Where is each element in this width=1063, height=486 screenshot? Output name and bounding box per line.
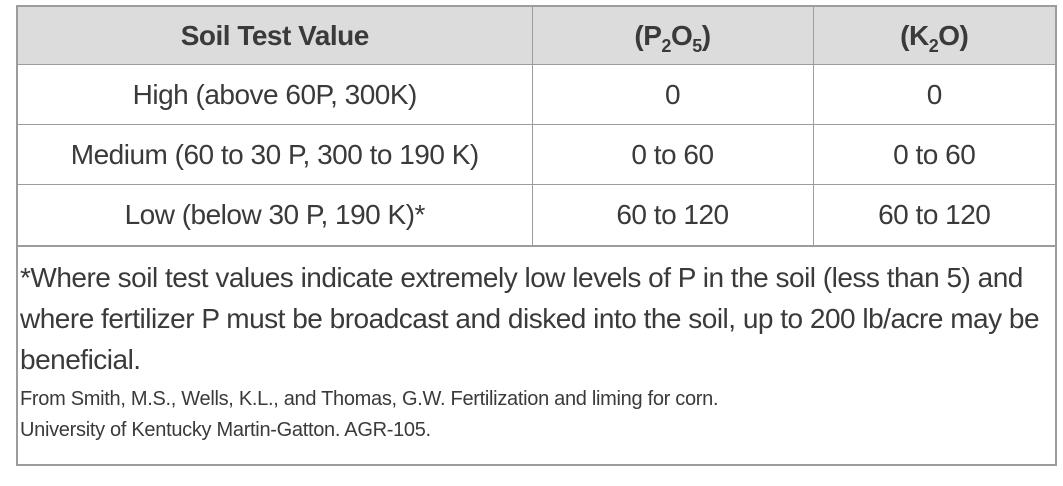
header-p2o5-mid: O <box>670 19 693 51</box>
header-k2o-sub1: 2 <box>928 35 939 56</box>
header-p2o5-close: ) <box>701 19 711 51</box>
row-label-high: High (above 60P, 300K) <box>18 64 533 125</box>
table-row: High (above 60P, 300K) 0 0 <box>18 64 1055 125</box>
cell-p2o5-high: 0 <box>531 64 814 125</box>
soil-test-table: Soil Test Value (P2O5) (K2O) High (above… <box>18 7 1055 246</box>
row-label-low: Low (below 30 P, 190 K)* <box>18 184 533 246</box>
header-p2o5: (P2O5) <box>531 7 814 65</box>
table-row: Medium (60 to 30 P, 300 to 190 K) 0 to 6… <box>18 124 1055 185</box>
header-k2o-mid: O) <box>938 19 969 51</box>
header-k2o: (K2O) <box>812 7 1055 65</box>
source-citation-line-2: University of Kentucky Martin-Gatton. AG… <box>20 419 431 441</box>
cell-p2o5-low: 60 to 120 <box>531 184 814 246</box>
source-citation-line-1: From Smith, M.S., Wells, K.L., and Thoma… <box>20 388 719 410</box>
header-k2o-open: (K <box>900 19 929 51</box>
header-row: Soil Test Value (P2O5) (K2O) <box>18 7 1055 65</box>
cell-k2o-low: 60 to 120 <box>812 184 1055 246</box>
table-row: Low (below 30 P, 190 K)* 60 to 120 60 to… <box>18 184 1055 246</box>
header-p2o5-sub1: 2 <box>661 35 671 56</box>
header-p2o5-sub2: 5 <box>692 35 702 56</box>
header-p2o5-open: (P <box>634 19 662 51</box>
cell-k2o-medium: 0 to 60 <box>812 124 1055 185</box>
row-label-medium: Medium (60 to 30 P, 300 to 190 K) <box>18 124 533 185</box>
source-citation: From Smith, M.S., Wells, K.L., and Thoma… <box>20 384 1047 446</box>
fertilizer-recommendation-table: Soil Test Value (P2O5) (K2O) High (above… <box>16 5 1057 466</box>
header-soil-test-value: Soil Test Value <box>18 7 533 65</box>
footnote-text: *Where soil test values indicate extreme… <box>20 262 1040 375</box>
cell-p2o5-medium: 0 to 60 <box>531 124 814 185</box>
cell-k2o-high: 0 <box>812 64 1055 125</box>
footnote: *Where soil test values indicate extreme… <box>18 246 1055 446</box>
